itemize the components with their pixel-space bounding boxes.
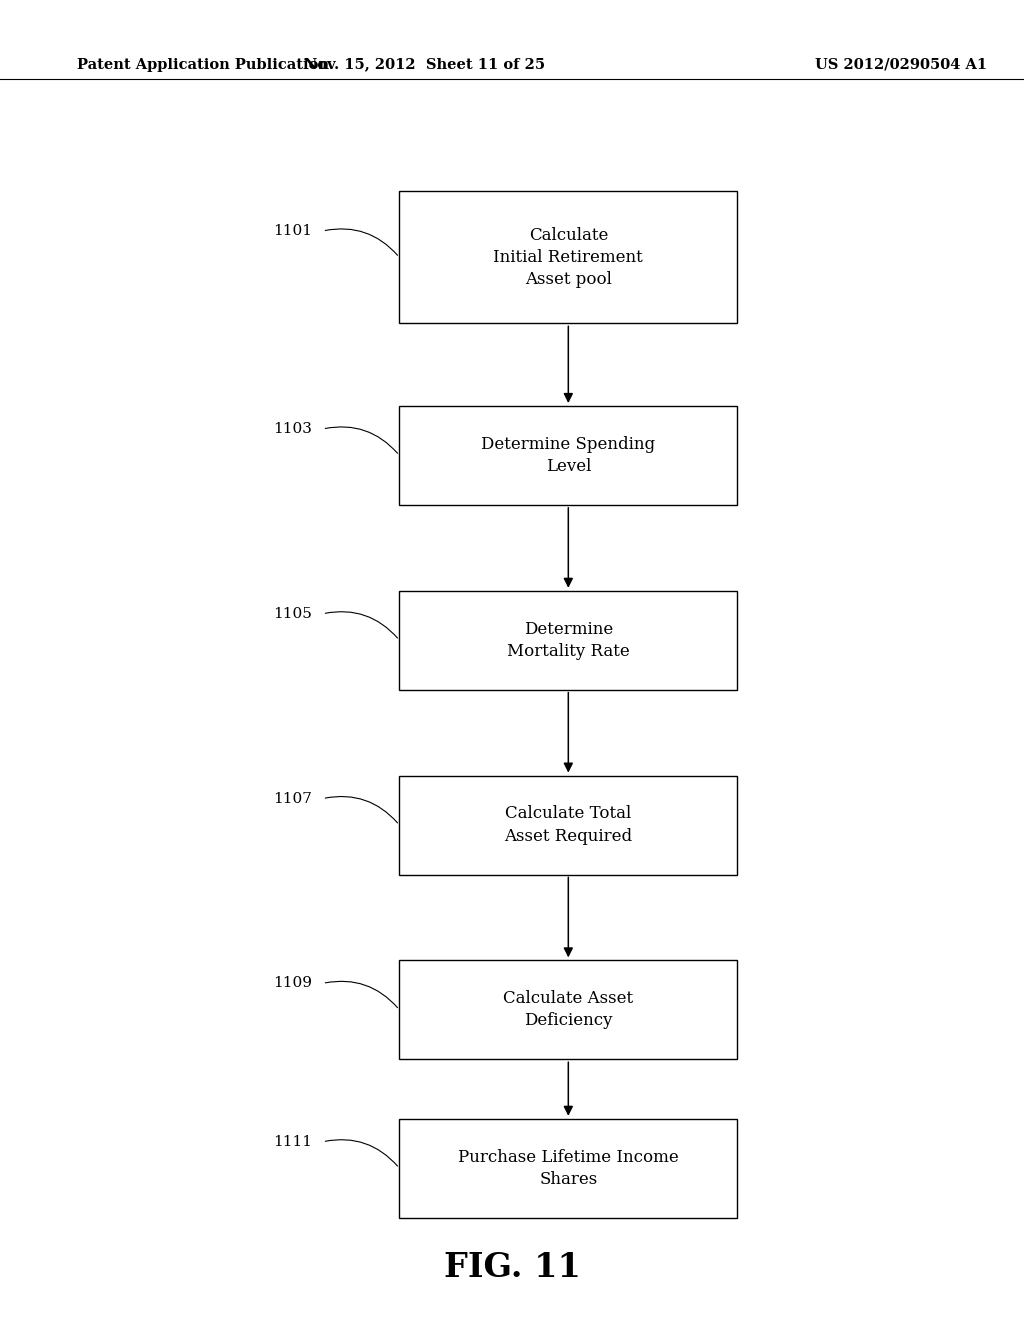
Text: Calculate
Initial Retirement
Asset pool: Calculate Initial Retirement Asset pool — [494, 227, 643, 288]
Text: Determine
Mortality Rate: Determine Mortality Rate — [507, 620, 630, 660]
Bar — [399, 191, 737, 323]
Text: Determine Spending
Level: Determine Spending Level — [481, 436, 655, 475]
Text: FIG. 11: FIG. 11 — [443, 1251, 581, 1283]
Bar — [399, 1119, 737, 1217]
Text: 1101: 1101 — [273, 224, 312, 238]
Text: Calculate Asset
Deficiency: Calculate Asset Deficiency — [503, 990, 634, 1030]
Bar — [399, 407, 737, 504]
Text: Patent Application Publication: Patent Application Publication — [77, 58, 329, 71]
Bar — [399, 961, 737, 1059]
Bar — [399, 591, 737, 689]
Text: 1105: 1105 — [273, 607, 312, 620]
Text: 1107: 1107 — [273, 792, 312, 805]
Text: US 2012/0290504 A1: US 2012/0290504 A1 — [815, 58, 987, 71]
Text: Calculate Total
Asset Required: Calculate Total Asset Required — [504, 805, 633, 845]
Text: 1111: 1111 — [273, 1135, 312, 1148]
Text: 1109: 1109 — [273, 977, 312, 990]
Text: Nov. 15, 2012  Sheet 11 of 25: Nov. 15, 2012 Sheet 11 of 25 — [304, 58, 546, 71]
Text: 1103: 1103 — [273, 422, 312, 436]
Bar — [399, 775, 737, 874]
Text: Purchase Lifetime Income
Shares: Purchase Lifetime Income Shares — [458, 1148, 679, 1188]
